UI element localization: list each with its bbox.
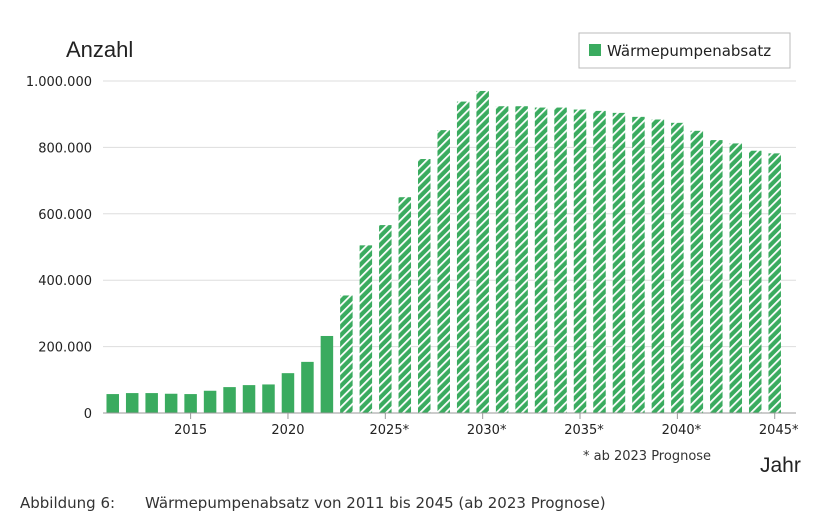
x-tick-label: 2025* [370, 423, 410, 438]
y-tick-labels: 0 200.000 400.000 600.000 800.000 1.000.000 [26, 75, 92, 422]
bar-2020 [281, 373, 295, 413]
bar-2032 [515, 106, 528, 414]
y-tick-label: 800.000 [38, 141, 92, 156]
bar-2043 [729, 143, 743, 413]
bar-2019 [262, 384, 275, 413]
bar-2017 [223, 387, 236, 413]
bar-2023 [340, 295, 353, 413]
bar-2021 [301, 361, 314, 413]
bar-2039 [651, 119, 665, 414]
y-tick-label: 1.000.000 [26, 75, 92, 90]
bar-2040 [671, 122, 684, 413]
bar-2031 [495, 106, 509, 414]
caption-text: Wärmepumpenabsatz von 2011 bis 2045 (ab … [145, 494, 606, 512]
heat-pump-sales-chart: 0 200.000 400.000 600.000 800.000 1.000.000 2… [26, 32, 801, 477]
bar-2035 [573, 109, 587, 413]
x-axis-label: Jahr [760, 454, 801, 477]
bar-2028 [437, 130, 450, 414]
y-tick-label: 600.000 [38, 208, 92, 223]
bars [106, 90, 781, 414]
legend-label: Wärmepumpenabsatz [607, 42, 771, 60]
x-tick-label: 2040* [662, 423, 702, 438]
bar-2044 [748, 150, 762, 413]
y-tick-label: 0 [84, 407, 92, 422]
bar-2041 [690, 130, 704, 414]
bar-2036 [593, 110, 606, 413]
x-tick-label: 2045* [759, 423, 799, 438]
bar-2022 [320, 335, 334, 413]
bar-2025 [379, 225, 392, 413]
bar-2014 [164, 393, 178, 413]
bar-2034 [554, 107, 567, 413]
bar-2033 [534, 107, 548, 413]
bar-2013 [145, 393, 158, 413]
bar-2026 [398, 197, 412, 413]
x-tick-label: 2035* [564, 423, 604, 438]
bar-2030 [476, 90, 489, 414]
bar-2042 [710, 140, 723, 413]
bar-2018 [242, 385, 256, 413]
x-tick-label: 2020 [271, 423, 304, 438]
x-tick-labels: 2015 2020 2025* 2030* 2035* 2040* 2045* [174, 413, 799, 438]
legend-swatch [589, 44, 601, 56]
bar-2011 [106, 394, 119, 413]
bar-2045 [768, 153, 781, 413]
forecast-note: * ab 2023 Prognose [583, 449, 711, 464]
legend-box [578, 32, 791, 69]
bar-2038 [632, 116, 645, 413]
y-axis-label: Anzahl [66, 37, 133, 62]
legend: Wärmepumpenabsatz [578, 32, 791, 69]
x-tick-label: 2015 [174, 423, 207, 438]
bar-2024 [359, 245, 373, 413]
bar-2012 [125, 393, 139, 413]
y-tick-label: 400.000 [38, 274, 92, 289]
x-tick-label: 2030* [467, 423, 507, 438]
caption-label: Abbildung 6: [20, 494, 116, 512]
bar-2027 [418, 159, 431, 413]
figure-caption: Abbildung 6: Wärmepumpenabsatz von 2011 b… [20, 494, 606, 512]
y-tick-label: 200.000 [38, 341, 92, 356]
bar-2016 [203, 390, 217, 413]
bar-2037 [612, 112, 626, 413]
bar-2029 [456, 101, 470, 414]
bar-2015 [184, 394, 197, 413]
